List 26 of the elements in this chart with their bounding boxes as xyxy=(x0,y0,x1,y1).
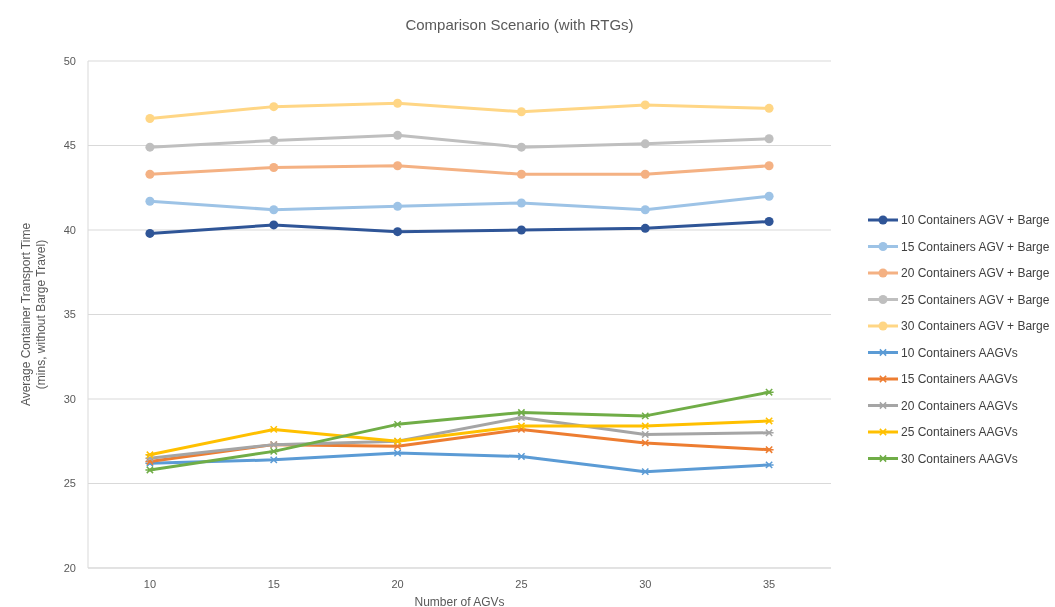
legend-label: 15 Containers AGV + Barge xyxy=(901,239,1050,254)
legend-label: 30 Containers AGV + Barge xyxy=(901,319,1050,334)
x-tick-label: 25 xyxy=(515,578,528,590)
chart-title: Comparison Scenario (with RTGs) xyxy=(405,16,634,33)
y-tick-label: 40 xyxy=(63,223,76,236)
legend-label: 30 Containers AAGVs xyxy=(901,451,1018,466)
y-tick-label: 35 xyxy=(63,308,76,321)
legend-label: 10 Containers AGV + Barge xyxy=(901,213,1050,228)
legend-label: 15 Containers AAGVs xyxy=(901,372,1018,387)
legend-label: 25 Containers AGV + Barge xyxy=(901,292,1050,307)
x-tick-label: 20 xyxy=(391,578,404,590)
y-tick-label: 20 xyxy=(63,561,76,574)
legend-label: 20 Containers AGV + Barge xyxy=(901,266,1050,281)
y-tick-label: 45 xyxy=(63,139,76,152)
y-tick-label: 50 xyxy=(63,54,76,67)
legend-label: 25 Containers AAGVs xyxy=(901,425,1018,440)
legend-label: 10 Containers AAGVs xyxy=(901,345,1018,360)
x-axis-title: Number of AGVs xyxy=(414,595,505,607)
x-tick-label: 35 xyxy=(762,578,776,590)
y-tick-label: 25 xyxy=(63,477,76,490)
x-tick-label: 30 xyxy=(639,578,652,590)
legend-label: 20 Containers AAGVs xyxy=(901,398,1018,413)
x-tick-label: 15 xyxy=(267,578,280,590)
x-tick-label: 10 xyxy=(143,578,157,590)
y-axis-title: Average Container Transport Time (mins, without Barge Travel) xyxy=(19,222,48,407)
y-tick-label: 30 xyxy=(63,392,76,405)
